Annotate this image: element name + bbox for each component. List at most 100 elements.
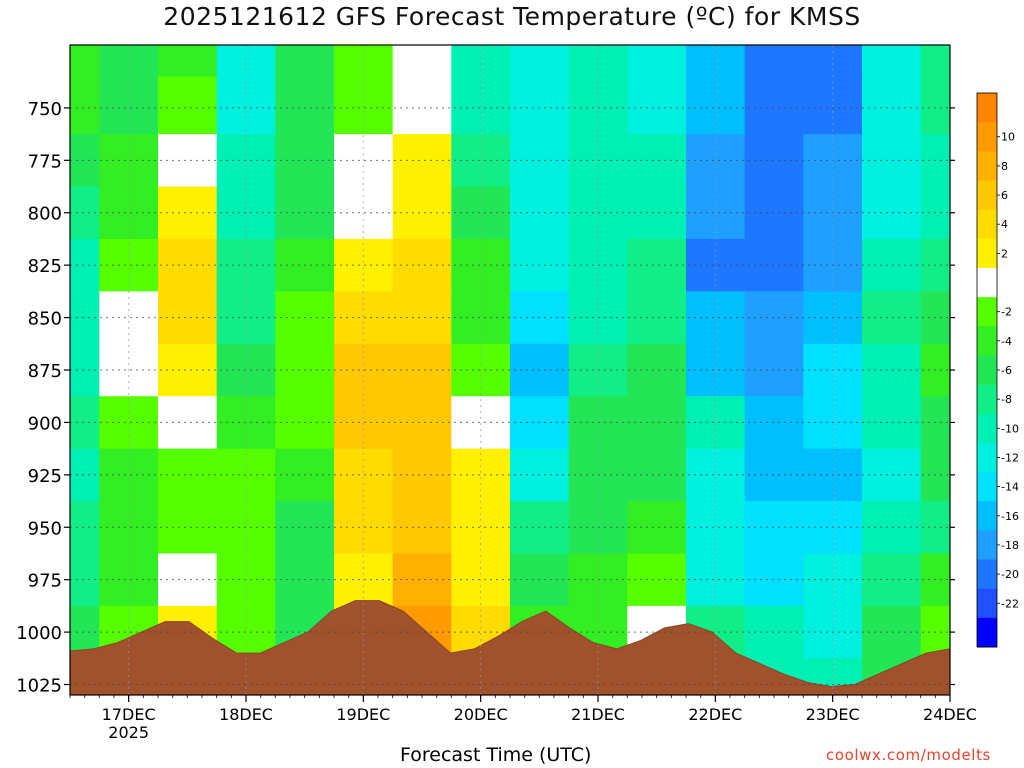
heatmap-cell bbox=[334, 238, 394, 292]
colorbar-segment bbox=[977, 151, 997, 181]
source-credit: coolwx.com/modelts bbox=[826, 746, 991, 764]
y-tick-label: 1025 bbox=[16, 676, 62, 697]
heatmap-cell bbox=[862, 343, 922, 397]
heatmap-cell bbox=[744, 448, 804, 502]
heatmap-cell bbox=[627, 45, 687, 77]
y-tick-label: 750 bbox=[28, 99, 62, 120]
colorbar-tick-label: 2 bbox=[1001, 247, 1008, 260]
y-tick-label: 975 bbox=[28, 571, 62, 592]
heatmap-cell bbox=[392, 186, 452, 240]
colorbar-segment bbox=[977, 326, 997, 356]
heatmap-cell bbox=[862, 76, 922, 135]
heatmap-cell bbox=[99, 45, 159, 77]
colorbar: 10 8 6 4 2 -2 -4 -6 -8 -10 -12 -14 -16 -18 -20 -22 bbox=[976, 92, 1019, 648]
heatmap-cell bbox=[862, 501, 922, 554]
x-tick-label: 24DEC bbox=[923, 705, 977, 724]
colorbar-tick-label: -4 bbox=[1001, 335, 1012, 348]
terrain-surface bbox=[70, 600, 950, 695]
heatmap-cell bbox=[216, 238, 276, 292]
colorbar-tick-label: -22 bbox=[1001, 597, 1019, 610]
colorbar-segment bbox=[977, 588, 997, 619]
heatmap-cell bbox=[392, 396, 452, 450]
heatmap-cell bbox=[392, 448, 452, 502]
heatmap-cell bbox=[392, 553, 452, 607]
heatmap-cell bbox=[216, 448, 276, 502]
x-tick-label: 20DEC bbox=[454, 705, 508, 724]
y-tick-label: 900 bbox=[28, 413, 62, 434]
heatmap-cell bbox=[862, 448, 922, 502]
terrain-area bbox=[70, 600, 950, 695]
colorbar-segment bbox=[977, 122, 997, 152]
x-year-label: 2025 bbox=[108, 723, 149, 742]
chart-title: 2025121612 GFS Forecast Temperature (ºC)… bbox=[163, 2, 861, 31]
colorbar-segment bbox=[977, 267, 997, 298]
y-tick-label: 950 bbox=[28, 518, 62, 539]
heatmap-cell bbox=[744, 605, 804, 659]
y-tick-label: 925 bbox=[28, 466, 62, 487]
heatmap-cell bbox=[862, 291, 922, 345]
heatmap-cell bbox=[744, 501, 804, 554]
colorbar-segment bbox=[977, 559, 997, 590]
x-tick-label: 21DEC bbox=[571, 705, 625, 724]
heatmap-cell bbox=[216, 45, 276, 77]
heatmap-cell bbox=[862, 396, 922, 450]
heatmap-cell bbox=[803, 45, 863, 77]
heatmap-cell bbox=[920, 45, 950, 77]
y-tick-label: 875 bbox=[28, 361, 62, 382]
colorbar-segment bbox=[977, 238, 997, 269]
heatmap-cell bbox=[744, 396, 804, 450]
temperature-heatmap bbox=[70, 45, 950, 695]
colorbar-segment bbox=[977, 180, 997, 211]
colorbar-tick-label: -6 bbox=[1001, 364, 1012, 377]
colorbar-tick-label: -14 bbox=[1001, 481, 1019, 494]
heatmap-cell bbox=[744, 186, 804, 240]
heatmap-cell bbox=[744, 238, 804, 292]
heatmap-cell bbox=[392, 343, 452, 397]
heatmap-cell bbox=[744, 76, 804, 135]
colorbar-segment bbox=[977, 530, 997, 561]
heatmap-cell bbox=[744, 45, 804, 77]
colorbar-tick-label: -18 bbox=[1001, 539, 1019, 552]
colorbar-tick-label: -8 bbox=[1001, 393, 1012, 406]
y-tick-label: 1000 bbox=[16, 623, 62, 644]
heatmap-cell bbox=[216, 291, 276, 345]
heatmap-cell bbox=[862, 134, 922, 188]
heatmap-cell bbox=[510, 76, 570, 135]
colorbar-segment bbox=[977, 384, 997, 415]
x-axis: 17DEC 18DEC 19DEC 20DEC 21DEC 22DEC 23DEC 24DEC… bbox=[69, 695, 977, 742]
heatmap-cell bbox=[392, 76, 452, 135]
y-tick-label: 800 bbox=[28, 204, 62, 225]
heatmap-cell bbox=[392, 291, 452, 345]
colorbar-tick-label: -12 bbox=[1001, 451, 1019, 464]
colorbar-tick-label: 6 bbox=[1001, 189, 1008, 202]
colorbar-segment bbox=[977, 413, 997, 444]
x-tick-label: 17DEC bbox=[102, 705, 156, 724]
heatmap-cell bbox=[510, 45, 570, 77]
heatmap-cell bbox=[451, 45, 511, 77]
heatmap-cell bbox=[862, 45, 922, 77]
heatmap-cell bbox=[862, 186, 922, 240]
colorbar-tick-label: -10 bbox=[1001, 422, 1019, 435]
grid-lines bbox=[70, 45, 950, 695]
colorbar-segment bbox=[977, 442, 997, 473]
heatmap-cell bbox=[70, 76, 100, 135]
colorbar-segment bbox=[977, 501, 997, 531]
heatmap-cell bbox=[862, 553, 922, 607]
heatmap-cell bbox=[392, 238, 452, 292]
colorbar-tick-label: -2 bbox=[1001, 306, 1012, 319]
heatmap-cell bbox=[334, 45, 394, 77]
colorbar-segment bbox=[977, 617, 997, 648]
colorbar-tick-label: -16 bbox=[1001, 510, 1019, 523]
heatmap-cell bbox=[334, 448, 394, 502]
heatmap-cell bbox=[392, 501, 452, 554]
colorbar-tick-label: -20 bbox=[1001, 568, 1019, 581]
x-tick-label: 22DEC bbox=[688, 705, 742, 724]
heatmap-cell bbox=[744, 134, 804, 188]
heatmap-cell bbox=[744, 291, 804, 345]
heatmap-cell bbox=[392, 134, 452, 188]
heatmap-cell bbox=[70, 45, 100, 77]
y-tick-label: 850 bbox=[28, 309, 62, 330]
heatmap-cell bbox=[275, 45, 335, 77]
heatmap-cell bbox=[862, 238, 922, 292]
